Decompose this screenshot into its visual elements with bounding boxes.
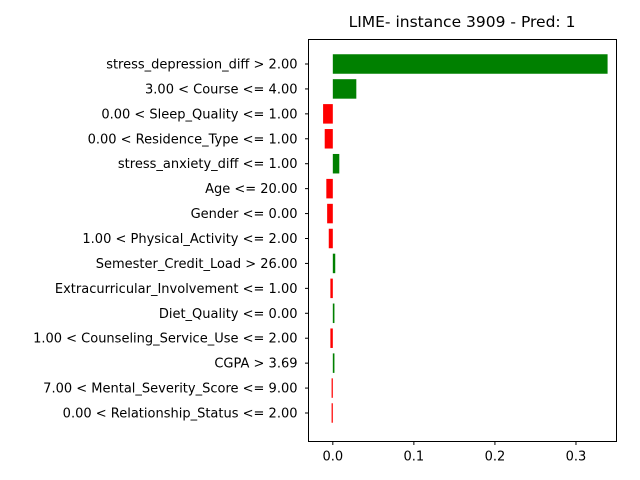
category-label: 0.00 < Relationship_Status <= 2.00: [63, 407, 298, 422]
category-label: CGPA > 3.69: [214, 357, 297, 372]
category-label: Gender <= 0.00: [191, 207, 298, 222]
x-tick-label: 0.3: [566, 450, 587, 465]
bars-group: [323, 54, 608, 423]
category-label: Extracurricular_Involvement <= 1.00: [55, 282, 298, 297]
bar: [327, 203, 333, 224]
category-label: 1.00 < Counseling_Service_Use <= 2.00: [33, 332, 297, 347]
x-axis-ticks: 0.0 0.1 0.2 0.3: [322, 441, 587, 465]
category-labels: stress_depression_diff > 2.00 3.00 < Cour…: [33, 58, 309, 422]
category-label: Age <= 20.00: [205, 182, 297, 197]
category-label: 3.00 < Course <= 4.00: [145, 82, 297, 97]
bar: [332, 79, 357, 99]
bar: [331, 403, 333, 423]
category-label: Diet_Quality <= 0.00: [159, 307, 298, 322]
bar: [332, 353, 335, 373]
bar: [332, 153, 340, 174]
category-label: 1.00 < Physical_Activity <= 2.00: [82, 232, 297, 247]
bar: [332, 303, 335, 324]
category-label: Semester_Credit_Load > 26.00: [96, 257, 298, 272]
bar: [332, 54, 608, 74]
category-label: stress_anxiety_diff <= 1.00: [118, 157, 298, 172]
x-tick-label: 0.1: [404, 450, 425, 465]
bar: [330, 278, 333, 299]
chart-title: LIME- instance 3909 - Pred: 1: [349, 13, 576, 31]
plot-frame: [308, 39, 617, 442]
bar: [331, 378, 333, 398]
category-label: 0.00 < Sleep_Quality <= 1.00: [101, 107, 297, 122]
bar: [332, 253, 336, 274]
bar: [328, 228, 333, 249]
bar: [323, 104, 333, 124]
category-label: 0.00 < Residence_Type <= 1.00: [88, 132, 298, 147]
category-label: 7.00 < Mental_Severity_Score <= 9.00: [43, 382, 297, 397]
bar: [330, 328, 333, 348]
x-tick-label: 0.0: [322, 450, 343, 465]
bar: [324, 129, 333, 149]
bar: [326, 178, 333, 199]
category-label: stress_depression_diff > 2.00: [106, 58, 297, 73]
x-tick-label: 0.2: [485, 450, 506, 465]
